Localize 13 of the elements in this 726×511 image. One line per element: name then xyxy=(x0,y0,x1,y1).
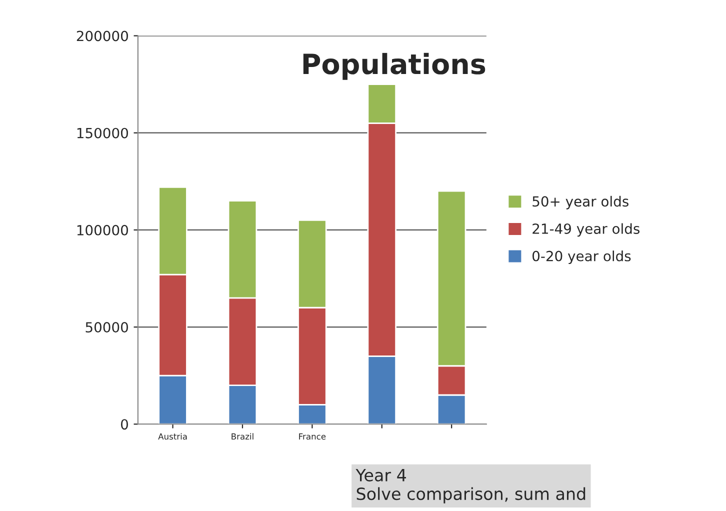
text: Year 4 Solve comparison, sum and xyxy=(356,469,586,504)
text: Populations xyxy=(303,52,486,80)
x-tick-label: France xyxy=(299,433,326,440)
y-tick-label: 150000 xyxy=(77,128,128,138)
legend-label: 21-49 year olds xyxy=(532,223,640,237)
y-tick-label: 200000 xyxy=(76,30,128,42)
y-tick-label: 0 xyxy=(120,419,128,430)
y-tick-label: 50000 xyxy=(86,322,128,333)
x-tick-label: Brazil xyxy=(232,433,254,440)
y-tick-label: 100000 xyxy=(77,224,128,236)
legend-label: 50+ year olds xyxy=(532,196,628,210)
legend-label: 0-20 year olds xyxy=(532,250,631,264)
x-tick-label: Austria xyxy=(158,433,187,440)
